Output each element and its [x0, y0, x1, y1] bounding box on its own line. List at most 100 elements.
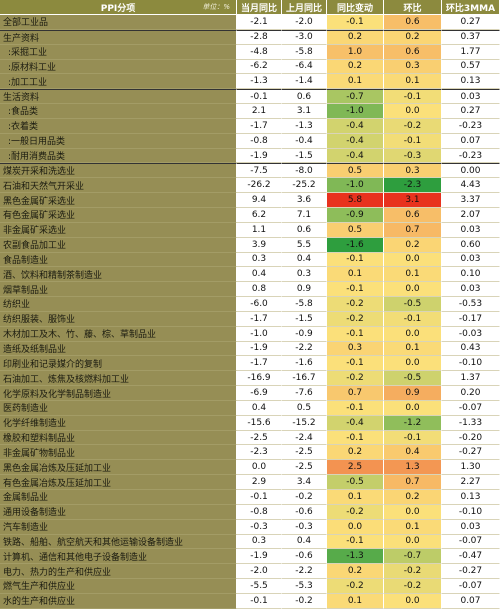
- row-label: :加工工业: [0, 74, 237, 90]
- row-label: 全部工业品: [0, 15, 237, 30]
- cell-current-yoy: 9.4: [237, 193, 282, 208]
- cell-mom: -0.7: [384, 549, 442, 565]
- cell-yoy-change: -0.4: [327, 133, 384, 149]
- cell-prev-yoy: -0.4: [282, 133, 327, 149]
- cell-yoy-change: -0.1: [327, 326, 384, 342]
- cell-yoy-change: -0.1: [327, 356, 384, 372]
- cell-mom-3mma: 1.77: [442, 44, 500, 60]
- cell-mom: 0.7: [384, 475, 442, 490]
- row-label: 木材加工及木、竹、藤、棕、草制品业: [0, 326, 237, 342]
- cell-mom-3mma: 0.37: [442, 29, 500, 45]
- row-label: 印刷业和记录媒介的复制: [0, 356, 237, 372]
- cell-mom-3mma: -0.10: [442, 504, 500, 520]
- row-label: 医药制造业: [0, 400, 237, 416]
- cell-mom-3mma: 2.07: [442, 207, 500, 223]
- cell-mom: -0.1: [384, 133, 442, 149]
- cell-prev-yoy: -2.5: [282, 460, 327, 476]
- cell-mom-3mma: 0.20: [442, 386, 500, 401]
- cell-prev-yoy: -1.5: [282, 311, 327, 327]
- cell-yoy-change: 0.1: [327, 267, 384, 283]
- cell-yoy-change: -0.2: [327, 311, 384, 327]
- cell-yoy-change: 1.0: [327, 44, 384, 60]
- cell-mom-3mma: 0.00: [442, 163, 500, 179]
- row-label: 汽车制造业: [0, 519, 237, 535]
- cell-prev-yoy: 0.3: [282, 267, 327, 283]
- cell-current-yoy: 0.3: [237, 252, 282, 268]
- cell-mom: 0.1: [384, 519, 442, 535]
- cell-yoy-change: -0.1: [327, 15, 384, 30]
- row-label: 铁路、船舶、航空航天和其他运输设备制造业: [0, 534, 237, 550]
- cell-current-yoy: -1.7: [237, 356, 282, 372]
- row-label: 食品制造业: [0, 252, 237, 268]
- cell-prev-yoy: -0.6: [282, 549, 327, 565]
- cell-yoy-change: -0.1: [327, 282, 384, 298]
- cell-mom: 0.2: [384, 237, 442, 253]
- row-label: 石油加工、炼焦及核燃料加工业: [0, 371, 237, 387]
- cell-current-yoy: -2.8: [237, 29, 282, 45]
- row-label: :一般日用品类: [0, 133, 237, 149]
- cell-yoy-change: 0.0: [327, 519, 384, 535]
- cell-prev-yoy: -5.3: [282, 579, 327, 594]
- cell-mom-3mma: -0.23: [442, 148, 500, 164]
- row-label: 农副食品加工业: [0, 237, 237, 253]
- cell-current-yoy: 0.4: [237, 400, 282, 416]
- row-label: 纺织服装、服饰业: [0, 311, 237, 327]
- cell-prev-yoy: 3.6: [282, 193, 327, 208]
- cell-mom-3mma: 0.10: [442, 267, 500, 283]
- cell-current-yoy: -2.5: [237, 430, 282, 446]
- cell-prev-yoy: -2.5: [282, 445, 327, 461]
- cell-yoy-change: 0.7: [327, 386, 384, 401]
- cell-mom-3mma: 1.30: [442, 460, 500, 476]
- cell-mom: 0.0: [384, 400, 442, 416]
- cell-mom: -0.2: [384, 564, 442, 580]
- cell-mom-3mma: -0.20: [442, 430, 500, 446]
- cell-yoy-change: 0.2: [327, 564, 384, 580]
- cell-current-yoy: -7.5: [237, 163, 282, 179]
- cell-current-yoy: -1.0: [237, 326, 282, 342]
- cell-mom: -0.1: [384, 430, 442, 446]
- cell-prev-yoy: 0.6: [282, 222, 327, 238]
- cell-current-yoy: -1.9: [237, 148, 282, 164]
- cell-mom: 0.2: [384, 29, 442, 45]
- cell-mom-3mma: 0.27: [442, 104, 500, 119]
- cell-current-yoy: 3.9: [237, 237, 282, 253]
- cell-prev-yoy: 0.4: [282, 534, 327, 550]
- cell-mom: -0.1: [384, 89, 442, 105]
- cell-prev-yoy: -0.2: [282, 490, 327, 505]
- cell-yoy-change: -0.4: [327, 148, 384, 164]
- header-current-yoy: 当月同比: [237, 0, 282, 15]
- cell-mom-3mma: -0.27: [442, 445, 500, 461]
- cell-mom: -0.3: [384, 148, 442, 164]
- cell-yoy-change: 0.5: [327, 163, 384, 179]
- row-label: 煤炭开采和洗选业: [0, 163, 237, 179]
- cell-yoy-change: 5.8: [327, 193, 384, 208]
- cell-prev-yoy: 0.4: [282, 252, 327, 268]
- cell-prev-yoy: 0.5: [282, 400, 327, 416]
- cell-mom: 0.0: [384, 356, 442, 372]
- cell-yoy-change: -0.1: [327, 252, 384, 268]
- cell-current-yoy: -2.3: [237, 445, 282, 461]
- cell-mom-3mma: -0.27: [442, 564, 500, 580]
- cell-yoy-change: -0.2: [327, 504, 384, 520]
- cell-mom-3mma: 2.27: [442, 475, 500, 490]
- cell-current-yoy: 2.1: [237, 104, 282, 119]
- cell-current-yoy: -4.8: [237, 44, 282, 60]
- cell-mom: 0.9: [384, 386, 442, 401]
- header-prev-yoy: 上月同比: [282, 0, 327, 15]
- cell-prev-yoy: -5.8: [282, 44, 327, 60]
- cell-yoy-change: 0.3: [327, 341, 384, 357]
- cell-prev-yoy: -15.2: [282, 415, 327, 431]
- cell-mom: 0.6: [384, 207, 442, 223]
- cell-mom: 0.4: [384, 445, 442, 461]
- cell-prev-yoy: 5.5: [282, 237, 327, 253]
- cell-prev-yoy: -0.3: [282, 519, 327, 535]
- cell-current-yoy: -0.1: [237, 89, 282, 105]
- cell-current-yoy: -15.6: [237, 415, 282, 431]
- cell-mom-3mma: 0.03: [442, 252, 500, 268]
- cell-yoy-change: -0.2: [327, 579, 384, 594]
- cell-current-yoy: -6.9: [237, 386, 282, 401]
- cell-prev-yoy: -25.2: [282, 178, 327, 194]
- row-label: 化学纤维制造业: [0, 415, 237, 431]
- cell-current-yoy: -1.7: [237, 311, 282, 327]
